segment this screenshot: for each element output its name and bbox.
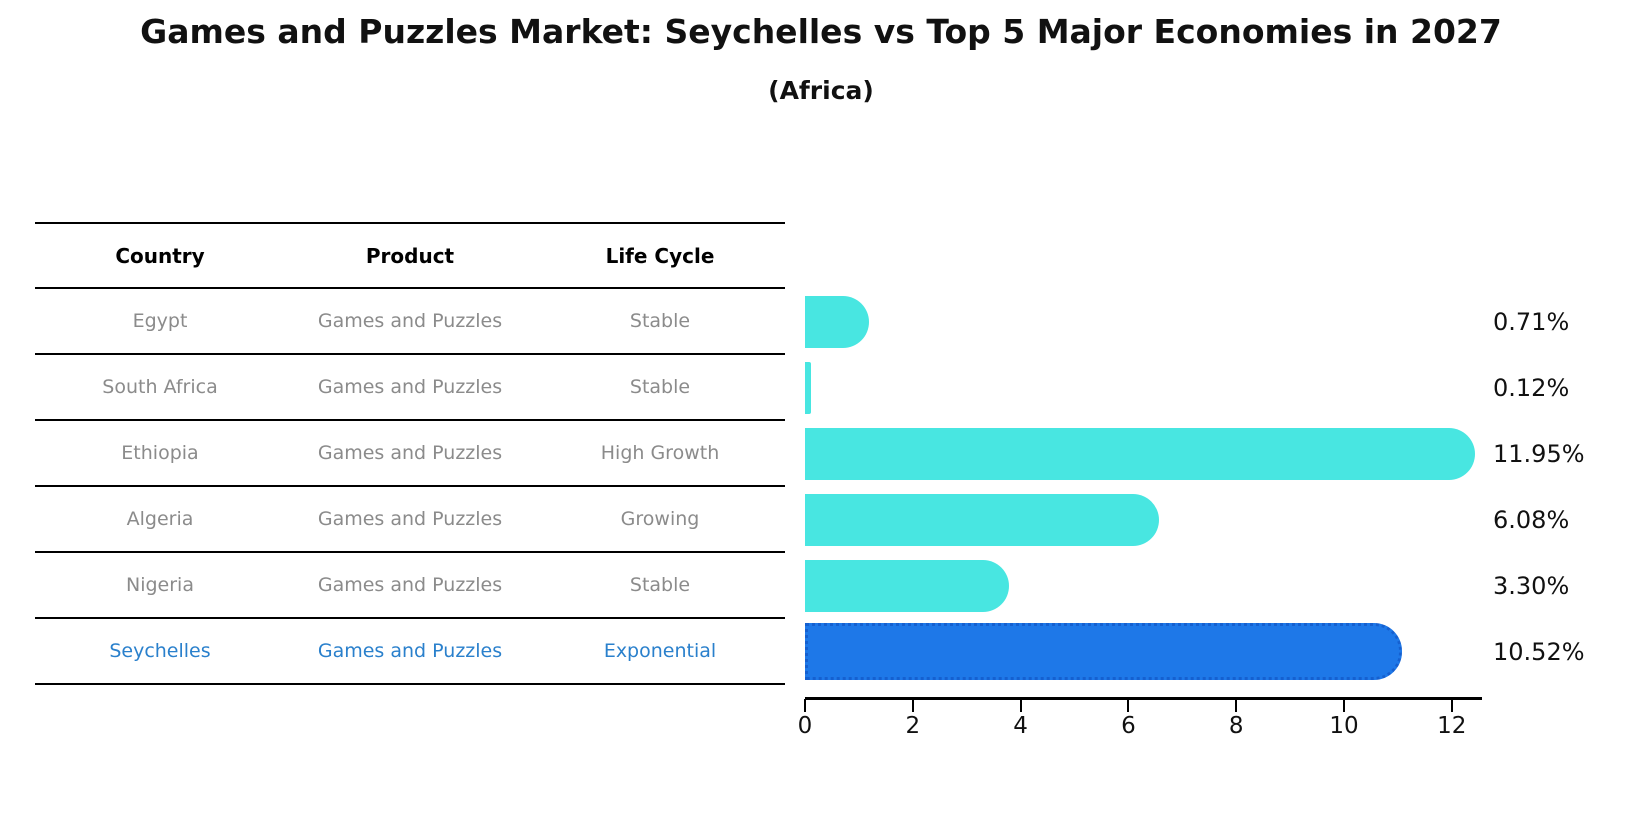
bar-row: 6.08% [805,487,1642,553]
table-cell-life-cycle: High Growth [600,442,720,464]
table-row: Ethiopia Games and Puzzles High Growth [35,421,785,487]
chart-subtitle: (Africa) [768,76,874,105]
table-cell-product: Games and Puzzles [317,310,503,332]
x-axis-tick [1235,699,1238,712]
table-cell-country: Egypt [132,310,188,332]
table-cell-life-cycle: Growing [620,508,700,530]
bar-row: 10.52% [805,619,1642,685]
table-row: Algeria Games and Puzzles Growing [35,487,785,553]
table-cell-product: Games and Puzzles [317,508,503,530]
table-cell-country: South Africa [102,376,218,398]
bar [805,428,1476,480]
x-axis-tick [1019,699,1022,712]
bar [805,560,1009,612]
x-axis-line [805,697,1482,700]
value-label: 11.95% [1493,440,1585,468]
table-cell-country: Algeria [126,508,194,530]
country-table: Country Product Life Cycle Egypt Games an… [35,222,785,685]
table-cell-country: Nigeria [126,574,194,596]
x-axis-tick [1450,699,1453,712]
table-cell-product: Games and Puzzles [317,574,503,596]
table-header-row: Country Product Life Cycle [35,222,785,289]
x-axis-tick [804,699,806,712]
bar-chart-area: 0.71% 0.12% 11.95% 6.08% 3.30% 10.52% [805,289,1642,685]
x-axis-tick [1343,699,1345,712]
bar [805,362,812,414]
bar-row: 0.71% [805,289,1642,355]
x-axis-tick-label: 4 [1013,713,1028,739]
value-label: 3.30% [1493,572,1570,600]
bar-highlight [805,623,1403,680]
table-cell-product: Games and Puzzles [317,376,503,398]
x-axis-tick-label: 8 [1228,713,1244,739]
value-label: 10.52% [1493,638,1585,666]
table-row: South Africa Games and Puzzles Stable [35,355,785,421]
value-label: 6.08% [1493,506,1570,534]
table-header-life-cycle: Life Cycle [605,243,715,268]
value-label: 0.12% [1493,374,1570,402]
table-cell-product: Games and Puzzles [317,442,503,464]
x-axis-tick [1127,699,1130,712]
value-label: 0.71% [1493,308,1570,336]
x-axis-tick-label: 10 [1329,713,1359,739]
x-axis-tick-label: 0 [797,713,813,739]
table-header-country: Country [115,243,205,268]
x-axis-tick-label: 12 [1437,713,1467,739]
table-cell-country: Ethiopia [121,442,199,464]
table-cell-life-cycle: Stable [629,574,691,596]
table-body: Egypt Games and Puzzles Stable South Africa… [35,289,785,685]
table-row: Nigeria Games and Puzzles Stable [35,553,785,619]
bar-row: 0.12% [805,355,1642,421]
x-axis-tick [911,699,914,712]
table-cell-life-cycle: Stable [629,310,691,332]
table-row: Egypt Games and Puzzles Stable [35,289,785,355]
table-header-product: Product [365,243,455,268]
table-cell-product: Games and Puzzles [317,640,503,662]
table-cell-life-cycle: Stable [629,376,691,398]
x-axis: 0 2 4 6 8 10 12 [798,697,1642,757]
table-row: Seychelles Games and Puzzles Exponential [35,619,785,685]
bar-row: 11.95% [805,421,1642,487]
chart-title: Games and Puzzles Market: Seychelles vs … [140,12,1502,51]
table-cell-country: Seychelles [109,640,211,662]
bar [805,296,870,348]
x-axis-tick-label: 2 [905,713,921,739]
bar [805,494,1159,546]
table-cell-life-cycle: Exponential [603,640,717,662]
x-axis-tick-label: 6 [1121,713,1136,739]
bar-row: 3.30% [805,553,1642,619]
